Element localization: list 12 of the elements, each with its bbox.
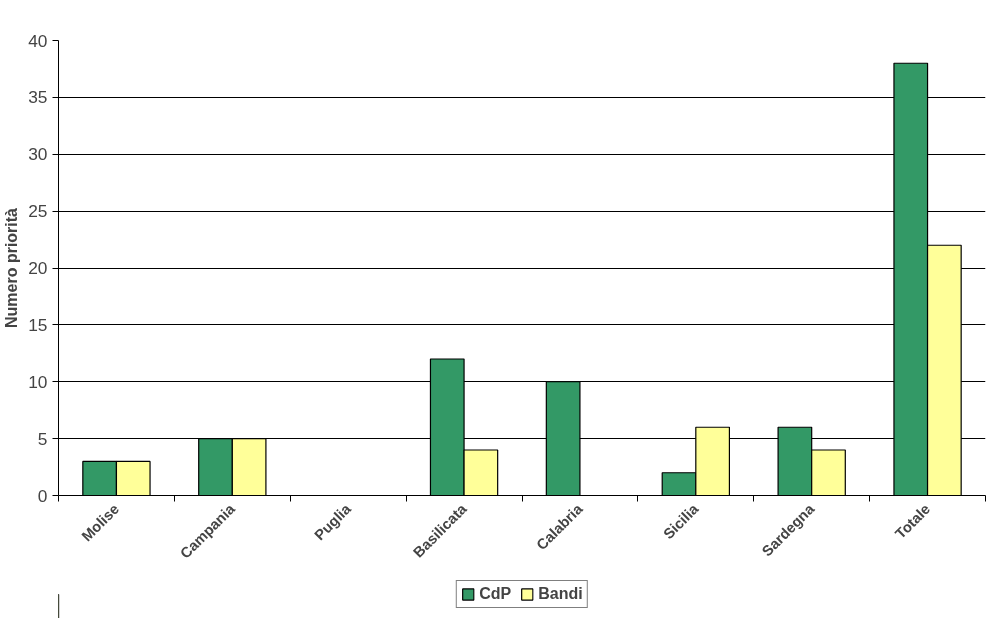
y-tick-label: 25	[28, 201, 48, 222]
y-tick-label: 35	[28, 87, 48, 108]
y-axis-title: Numero priorità	[3, 207, 21, 329]
y-tick-label: 5	[37, 428, 48, 449]
y-tick-label: 30	[28, 144, 48, 165]
y-tick-label: 40	[28, 30, 48, 51]
y-tick-label: 20	[28, 258, 48, 278]
y-tick-label: 10	[28, 371, 48, 392]
y-tick-label: 15	[28, 314, 48, 335]
y-tick-label: 0	[37, 485, 48, 506]
legend-label: Bandi	[538, 585, 583, 603]
legend-label: CdP	[479, 585, 512, 603]
